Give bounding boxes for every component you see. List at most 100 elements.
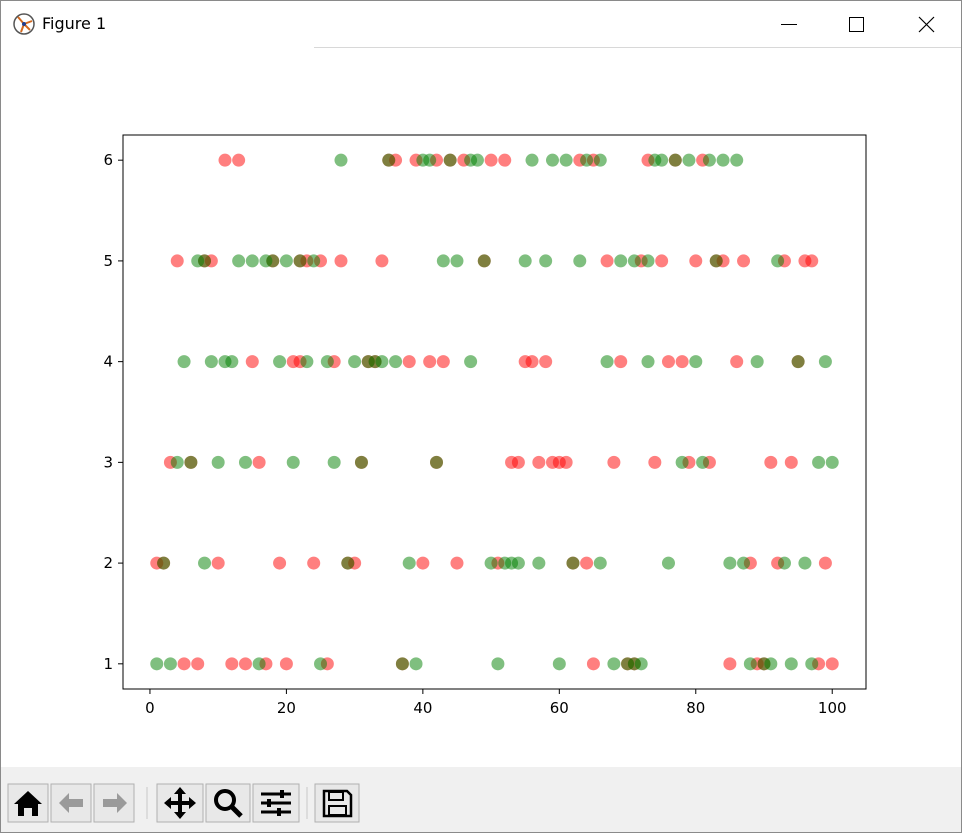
scatter-point [818,355,832,369]
scatter-point [675,355,689,369]
scatter-point [402,556,416,570]
scatter-point [648,455,662,469]
scatter-point [293,254,307,268]
scatter-point [559,153,573,167]
scatter-point [614,254,628,268]
scatter-point [723,657,737,671]
scatter-point [791,355,805,369]
y-tick-label: 5 [103,252,113,270]
scatter-point [484,153,498,167]
scatter-point [627,254,641,268]
forward-button[interactable] [93,783,135,823]
scatter-point [191,657,205,671]
scatter-point [580,153,594,167]
scatter-point [334,153,348,167]
scatter-point [238,657,252,671]
scatter-point [436,254,450,268]
scatter-point [777,556,791,570]
scatter-point [470,153,484,167]
scatter-point [232,153,246,167]
scatter-point [382,153,396,167]
scatter-point [600,355,614,369]
scatter-point [320,355,334,369]
scatter-point [436,355,450,369]
scatter-point [409,657,423,671]
scatter-point [771,254,785,268]
scatter-point [491,657,505,671]
x-tick-label: 100 [818,699,847,717]
scatter-point [689,254,703,268]
y-tick-label: 2 [103,554,113,572]
toolbar [1,767,961,832]
scatter-point [232,254,246,268]
maximize-button[interactable] [849,17,864,32]
scatter-point [511,455,525,469]
scatter-point [607,657,621,671]
scatter-point [573,254,587,268]
home-button[interactable] [7,783,49,823]
scatter-point [198,254,212,268]
scatter-point [825,657,839,671]
pan-button[interactable] [156,783,204,823]
app-icon [13,13,35,35]
scatter-point [327,455,341,469]
scatter-point [273,556,287,570]
scatter-point [177,355,191,369]
scatter-point [450,556,464,570]
x-tick-label: 20 [277,699,296,717]
scatter-point [300,355,314,369]
scatter-point [170,455,184,469]
chart: 0 20 40 60 80 100 1 2 3 4 5 6 [103,134,867,717]
scatter-point [307,556,321,570]
scatter-point [668,153,682,167]
scatter-point [423,355,437,369]
scatter-point [375,355,389,369]
y-tick-label: 3 [103,453,113,471]
close-button[interactable] [918,16,935,33]
scatter-point [539,254,553,268]
scatter-point [198,556,212,570]
scatter-point [477,254,491,268]
scatter-point [593,556,607,570]
scatter-point [389,355,403,369]
scatter-point [634,657,648,671]
scatter-point [395,657,409,671]
scatter-point [764,455,778,469]
scatter-point [307,254,321,268]
save-button[interactable] [314,783,360,823]
scatter-point [341,556,355,570]
x-tick-label: 60 [550,699,569,717]
scatter-point [805,254,819,268]
scatter-point [498,153,512,167]
scatter-point [716,153,730,167]
scatter-point [805,657,819,671]
toolbar-buttons [7,783,360,823]
scatter-point [204,355,218,369]
scatter-point [484,556,498,570]
scatter-point [273,355,287,369]
scatter-point [279,254,293,268]
zoom-button[interactable] [205,783,251,823]
scatter-point [252,455,266,469]
x-tick-label: 80 [686,699,705,717]
back-button[interactable] [50,783,92,823]
scatter-point [266,254,280,268]
scatter-point [238,455,252,469]
scatter-point [286,455,300,469]
scatter-point [641,254,655,268]
configure-button[interactable] [252,783,300,823]
scatter-point [163,657,177,671]
scatter-point [211,556,225,570]
scatter-point [252,657,266,671]
scatter-point [784,657,798,671]
scatter-point [150,657,164,671]
scatter-point [525,153,539,167]
scatter-point [450,254,464,268]
scatter-point [416,556,430,570]
y-tick-label: 6 [103,151,113,169]
scatter-point [614,355,628,369]
scatter-point [812,455,826,469]
scatter-point [225,657,239,671]
scatter-point [518,254,532,268]
scatter-point [184,455,198,469]
